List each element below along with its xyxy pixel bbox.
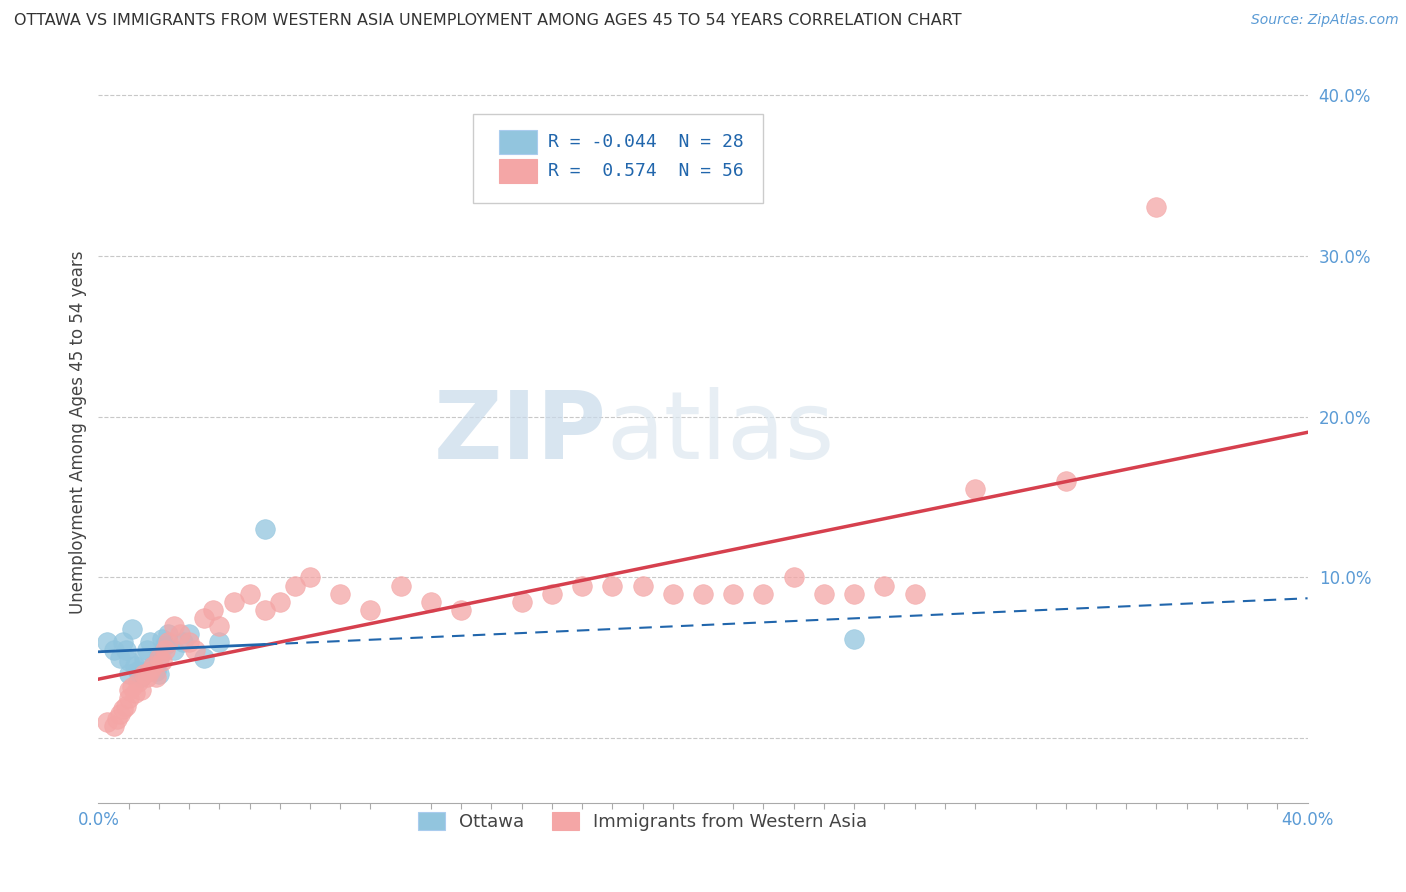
Point <box>360 602 382 616</box>
Point <box>139 635 162 649</box>
Point <box>1054 474 1077 488</box>
Point <box>783 570 806 584</box>
Point <box>224 594 246 608</box>
Point <box>193 651 215 665</box>
Point <box>148 651 170 665</box>
Point <box>723 586 745 600</box>
Y-axis label: Unemployment Among Ages 45 to 54 years: Unemployment Among Ages 45 to 54 years <box>69 251 87 615</box>
Point <box>253 522 276 536</box>
Point <box>813 586 835 600</box>
Point <box>163 643 186 657</box>
Point <box>299 570 322 584</box>
FancyBboxPatch shape <box>499 130 537 153</box>
FancyBboxPatch shape <box>474 114 763 203</box>
Point <box>118 683 141 698</box>
Point <box>139 664 162 678</box>
Point <box>103 718 125 732</box>
Point <box>129 670 152 684</box>
Text: ZIP: ZIP <box>433 386 606 479</box>
Point <box>169 627 191 641</box>
Point <box>132 667 155 681</box>
Point <box>692 586 714 600</box>
FancyBboxPatch shape <box>499 160 537 183</box>
Point <box>420 594 443 608</box>
Point <box>208 635 231 649</box>
Point <box>571 578 593 592</box>
Point <box>108 651 131 665</box>
Point <box>540 586 562 600</box>
Point <box>145 664 167 678</box>
Point <box>844 586 866 600</box>
Point <box>239 586 262 600</box>
Point <box>114 643 136 657</box>
Point <box>193 610 215 624</box>
Point <box>172 635 194 649</box>
Point <box>179 627 201 641</box>
Point <box>153 638 176 652</box>
Text: atlas: atlas <box>606 386 835 479</box>
Point <box>129 683 152 698</box>
Point <box>127 664 149 678</box>
Point <box>145 670 167 684</box>
Point <box>118 667 141 681</box>
Point <box>269 594 291 608</box>
Point <box>631 578 654 592</box>
Point <box>965 482 987 496</box>
Point <box>208 619 231 633</box>
Text: OTTAWA VS IMMIGRANTS FROM WESTERN ASIA UNEMPLOYMENT AMONG AGES 45 TO 54 YEARS CO: OTTAWA VS IMMIGRANTS FROM WESTERN ASIA U… <box>14 13 962 29</box>
Point <box>752 586 775 600</box>
Point <box>150 632 173 646</box>
Point <box>179 635 201 649</box>
Text: R = -0.044  N = 28: R = -0.044 N = 28 <box>548 133 744 151</box>
Point <box>132 651 155 665</box>
Point <box>148 667 170 681</box>
Point <box>153 643 176 657</box>
Point <box>111 635 134 649</box>
Point <box>142 659 165 673</box>
Point <box>127 675 149 690</box>
Point <box>156 627 179 641</box>
Point <box>184 643 207 657</box>
Point <box>602 578 624 592</box>
Point <box>844 632 866 646</box>
Point <box>96 715 118 730</box>
Point <box>135 643 157 657</box>
Point <box>1144 200 1167 214</box>
Point <box>111 702 134 716</box>
Point <box>150 654 173 668</box>
Point <box>121 622 143 636</box>
Point <box>118 691 141 706</box>
Point <box>148 651 170 665</box>
Text: R =  0.574  N = 56: R = 0.574 N = 56 <box>548 162 744 180</box>
Point <box>121 680 143 694</box>
Point <box>96 635 118 649</box>
Point <box>450 602 472 616</box>
Point <box>103 643 125 657</box>
Point <box>202 602 225 616</box>
Point <box>156 635 179 649</box>
Point <box>284 578 307 592</box>
Text: Source: ZipAtlas.com: Source: ZipAtlas.com <box>1251 13 1399 28</box>
Point <box>142 659 165 673</box>
Point <box>105 712 128 726</box>
Point <box>329 586 352 600</box>
Point <box>124 686 146 700</box>
Point <box>108 707 131 722</box>
Point <box>510 594 533 608</box>
Point <box>253 602 276 616</box>
Point <box>661 586 683 600</box>
Point <box>124 659 146 673</box>
Point <box>873 578 896 592</box>
Point <box>118 654 141 668</box>
Point <box>904 586 927 600</box>
Point <box>135 670 157 684</box>
Point <box>163 619 186 633</box>
Point <box>389 578 412 592</box>
Point <box>114 699 136 714</box>
Legend: Ottawa, Immigrants from Western Asia: Ottawa, Immigrants from Western Asia <box>411 805 875 838</box>
